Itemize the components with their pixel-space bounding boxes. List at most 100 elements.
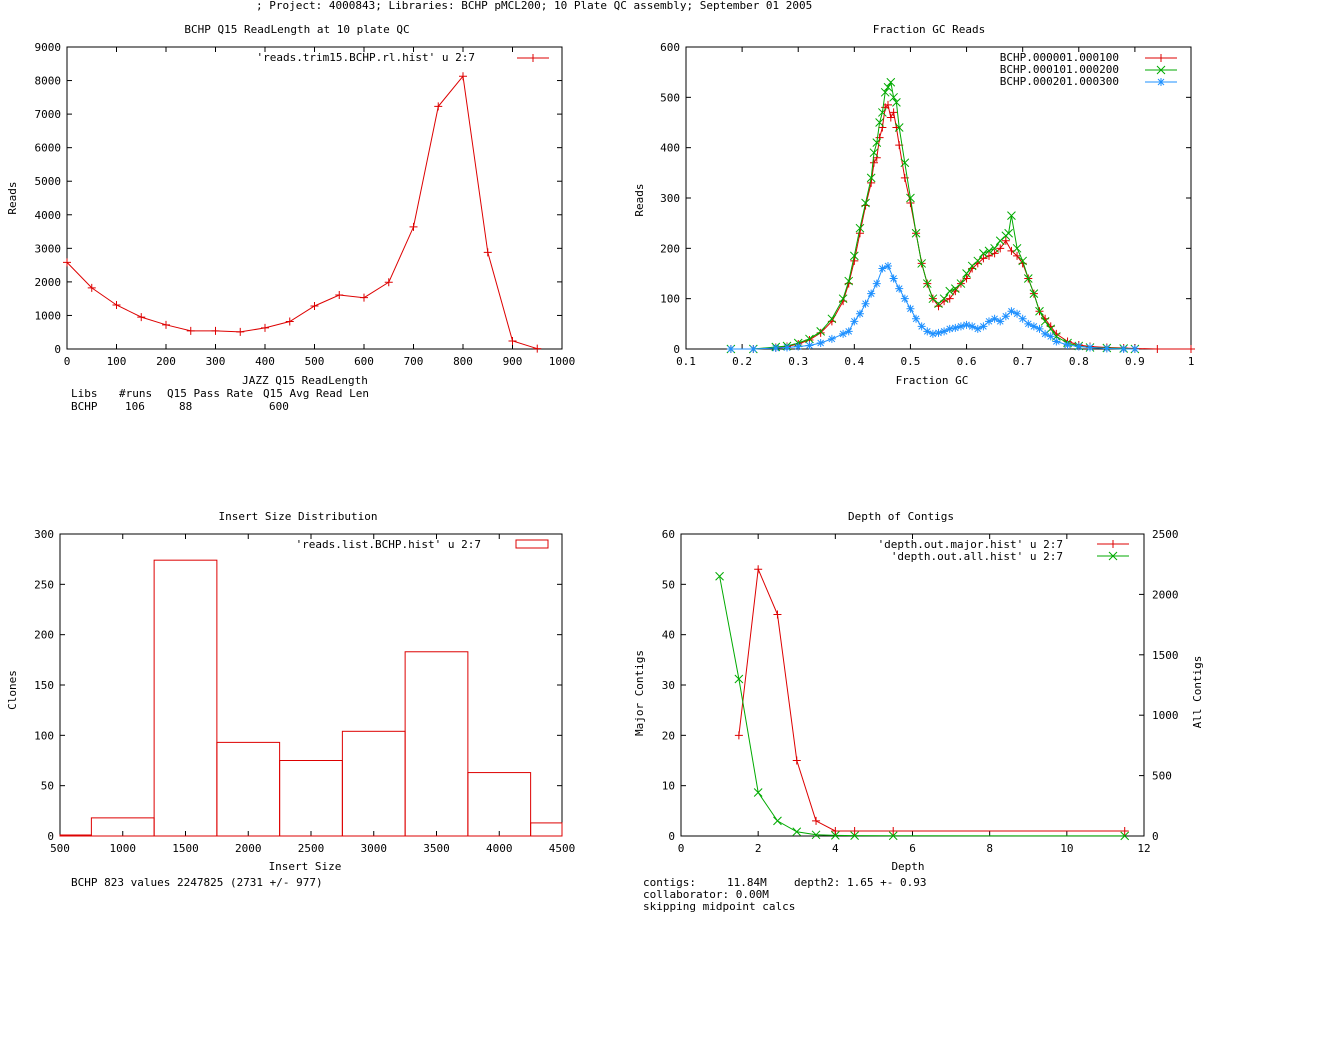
depth-y2tick-label: 500 xyxy=(1152,770,1172,783)
gc-point-2 xyxy=(922,279,932,288)
stats-pass-rate: 88 xyxy=(179,400,192,413)
gc-point-3 xyxy=(861,299,870,308)
gc-point-3 xyxy=(968,322,977,331)
gc-point-2 xyxy=(945,286,955,296)
gc-point-1 xyxy=(869,158,878,167)
insert-bar xyxy=(59,834,92,837)
insert-title: Insert Size Distribution xyxy=(219,510,378,523)
depth-notes: contigs: 11.84M depth2: 1.65 +- 0.93 col… xyxy=(643,876,926,913)
gc-point-3 xyxy=(783,343,791,352)
gc-point-3 xyxy=(895,284,904,293)
gc-point-1 xyxy=(886,113,895,122)
gc-xtick-label: 0.9 xyxy=(1125,355,1145,368)
depth-xtick-label: 2 xyxy=(755,842,762,855)
gc-xtick-label: 0.2 xyxy=(732,355,752,368)
gc-point-1 xyxy=(1153,345,1162,353)
gc-point-2 xyxy=(866,173,876,183)
readlen-point-1 xyxy=(508,336,517,345)
readlength-stats-table: Libs #runs Q15 Pass Rate Q15 Avg Read Le… xyxy=(71,387,369,413)
gc-point-2 xyxy=(1040,316,1050,326)
gc-point-2 xyxy=(889,92,898,102)
gc-point-2 xyxy=(906,193,915,203)
gc-point-3 xyxy=(855,309,864,318)
gc-point-2 xyxy=(979,249,988,258)
gc-point-2 xyxy=(886,77,896,87)
gc-ytick-label: 400 xyxy=(660,142,680,155)
gc-point-3 xyxy=(794,342,803,351)
gc-point-3 xyxy=(985,317,993,326)
depth-point-2 xyxy=(888,831,898,841)
depth-point-2 xyxy=(753,788,763,797)
depth-y2tick-label: 1500 xyxy=(1152,649,1179,662)
gc-xtick-label: 0.1 xyxy=(676,355,696,368)
readlen-point-1 xyxy=(186,326,195,335)
insert-ytick-label: 200 xyxy=(34,629,54,642)
depth-point-2 xyxy=(773,816,782,826)
gc-point-2 xyxy=(861,198,870,208)
depth-y2tick-label: 2000 xyxy=(1152,588,1179,601)
depth-legend-marker-2 xyxy=(1108,551,1118,561)
readlen-series-line-1 xyxy=(66,74,538,350)
gc-point-2 xyxy=(827,314,837,324)
readlength-ylabel: Reads xyxy=(6,181,19,214)
readlen-point-1 xyxy=(285,317,294,326)
gc-point-2 xyxy=(892,98,901,107)
readlen-ytick-label: 8000 xyxy=(35,75,62,88)
readlen-ytick-label: 3000 xyxy=(35,242,62,255)
gc-legend-label-3: BCHP.000201.000300 xyxy=(1000,75,1119,88)
readlen-xtick-label: 300 xyxy=(206,355,226,368)
insert-bar xyxy=(216,741,281,837)
gc-point-3 xyxy=(900,294,909,303)
gc-point-3 xyxy=(827,334,836,343)
stats-header-pass-rate: Q15 Pass Rate xyxy=(167,387,253,400)
gc-point-3 xyxy=(844,327,853,336)
gc-xtick-label: 1 xyxy=(1188,355,1195,368)
insert-legend-label: 'reads.list.BCHP.hist' u 2:7 xyxy=(296,538,481,551)
gc-xtick-label: 0.3 xyxy=(788,355,808,368)
gc-point-3 xyxy=(923,327,932,336)
stats-header-runs: #runs xyxy=(119,387,152,400)
readlen-xtick-label: 200 xyxy=(156,355,176,368)
gc-legend: BCHP.000001.000100 BCHP.000101.000200 BC… xyxy=(1000,51,1177,88)
gc-ytick-label: 200 xyxy=(660,242,680,255)
gc-ticks: 0.1 0.2 0.3 0.4 0.5 0.6 0.7 0.8 0.9 1 0 100 200 300 40… xyxy=(660,41,1194,368)
gc-point-1 xyxy=(1001,236,1010,245)
readlen-ytick-label: 2000 xyxy=(35,276,62,289)
gc-point-1 xyxy=(996,244,1005,253)
depth-point-1 xyxy=(889,826,898,835)
gc-point-3 xyxy=(912,314,921,323)
gc-point-2 xyxy=(973,256,983,266)
insert-bars xyxy=(59,559,563,837)
gc-point-2 xyxy=(855,223,865,233)
gc-point-3 xyxy=(945,324,954,333)
depth-ytick-label: 50 xyxy=(662,578,675,591)
gc-point-2 xyxy=(872,138,882,147)
depth-y2tick-label: 1000 xyxy=(1152,709,1179,722)
depth-depth2: depth2: 1.65 +- 0.93 xyxy=(794,876,926,889)
depth-xtick-label: 8 xyxy=(986,842,993,855)
gc-point-3 xyxy=(1018,314,1027,323)
gc-point-2 xyxy=(1029,289,1039,298)
insert-ytick-label: 50 xyxy=(41,780,54,793)
gc-xlabel: Fraction GC xyxy=(896,374,969,387)
gc-xtick-label: 0.6 xyxy=(957,355,977,368)
gc-point-3 xyxy=(1001,312,1010,321)
depth-xtick-label: 4 xyxy=(832,842,839,855)
gc-point-2 xyxy=(990,243,999,253)
insert-xtick-label: 4000 xyxy=(486,842,513,855)
depth-y2tick-label: 0 xyxy=(1152,830,1159,843)
gc-point-2 xyxy=(1023,274,1033,283)
insert-ytick-label: 0 xyxy=(47,830,54,843)
gc-point-1 xyxy=(855,229,864,238)
insert-ytick-label: 250 xyxy=(34,578,54,591)
depth-legend: 'depth.out.major.hist' u 2:7 'depth.out.… xyxy=(878,538,1129,563)
gc-point-3 xyxy=(990,314,999,323)
gc-point-3 xyxy=(1041,329,1050,338)
depth-series-line-1 xyxy=(738,567,1125,832)
stats-lib: BCHP xyxy=(71,400,98,413)
gc-point-2 xyxy=(1007,211,1016,220)
gc-legend-marker-1 xyxy=(1157,54,1165,62)
insert-bar xyxy=(404,651,469,837)
insert-size-chart: Insert Size Distribution 500 1000 1500 2000… xyxy=(6,510,575,889)
insert-xtick-label: 4500 xyxy=(549,842,576,855)
